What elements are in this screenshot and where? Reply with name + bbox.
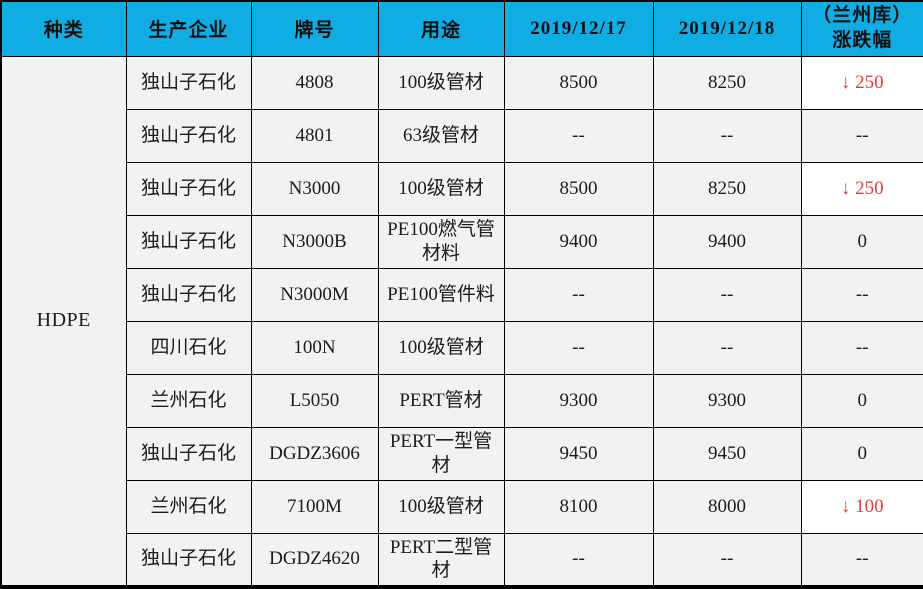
usage-cell: 100级管材 bbox=[377, 161, 505, 216]
price-12-18-cell: 9400 bbox=[652, 214, 802, 269]
usage-cell: 63级管材 bbox=[377, 108, 505, 163]
price-12-17-cell: 9400 bbox=[503, 214, 654, 269]
usage-cell: 100级管材 bbox=[377, 55, 505, 110]
usage-cell: 100级管材 bbox=[377, 479, 505, 534]
header-grade: 牌号 bbox=[250, 0, 379, 57]
change-cell: -- bbox=[800, 267, 923, 322]
header-usage: 用途 bbox=[377, 0, 505, 57]
grade-cell: 7100M bbox=[250, 479, 379, 534]
producer-cell: 兰州石化 bbox=[125, 373, 252, 428]
table-row: 兰州石化 L5050 PERT管材 9300 9300 0 bbox=[1, 373, 923, 428]
price-12-18-cell: 8250 bbox=[652, 161, 802, 216]
grade-cell: N3000 bbox=[250, 161, 379, 216]
price-12-18-cell: -- bbox=[652, 108, 802, 163]
price-12-18-cell: -- bbox=[652, 532, 802, 588]
producer-cell: 独山子石化 bbox=[125, 214, 252, 269]
header-change-line1: （兰州库） bbox=[812, 5, 913, 27]
usage-cell: PERT二型管材 bbox=[377, 532, 505, 588]
price-12-18-cell: 9450 bbox=[652, 426, 802, 481]
price-12-17-cell: -- bbox=[503, 532, 654, 588]
grade-cell: L5050 bbox=[250, 373, 379, 428]
price-12-17-cell: -- bbox=[503, 320, 654, 375]
usage-cell: PERT一型管材 bbox=[377, 426, 505, 481]
table-row: 独山子石化 N3000M PE100管件料 -- -- -- bbox=[1, 267, 923, 322]
table-row: 独山子石化 N3000B PE100燃气管材料 9400 9400 0 bbox=[1, 214, 923, 269]
price-12-17-cell: 9300 bbox=[503, 373, 654, 428]
producer-cell: 四川石化 bbox=[125, 320, 252, 375]
change-cell: ↓ 250 bbox=[800, 161, 923, 216]
producer-cell: 独山子石化 bbox=[125, 267, 252, 322]
header-change-line2: 涨跌幅 bbox=[832, 29, 893, 51]
header-row: 种类 生产企业 牌号 用途 2019/12/17 2019/12/18 （兰州库… bbox=[0, 0, 923, 57]
producer-cell: 独山子石化 bbox=[125, 426, 252, 481]
price-12-17-cell: 8500 bbox=[503, 161, 654, 216]
change-cell: 0 bbox=[800, 373, 923, 428]
price-12-18-cell: 9300 bbox=[652, 373, 802, 428]
producer-cell: 独山子石化 bbox=[125, 108, 252, 163]
producer-cell: 独山子石化 bbox=[125, 161, 252, 216]
header-date-2019-12-18: 2019/12/18 bbox=[652, 0, 802, 57]
change-cell: -- bbox=[800, 532, 923, 588]
header-change: （兰州库） 涨跌幅 bbox=[800, 0, 923, 57]
table-row: 独山子石化 DGDZ3606 PERT一型管材 9450 9450 0 bbox=[1, 426, 923, 481]
usage-cell: PE100燃气管材料 bbox=[377, 214, 505, 269]
producer-cell: 独山子石化 bbox=[125, 532, 252, 588]
table-row: 独山子石化 4801 63级管材 -- -- -- bbox=[1, 108, 923, 163]
change-cell: ↓ 100 bbox=[800, 479, 923, 534]
table-row: 四川石化 100N 100级管材 -- -- -- bbox=[1, 320, 923, 375]
producer-cell: 独山子石化 bbox=[125, 55, 252, 110]
price-12-18-cell: 8250 bbox=[652, 55, 802, 110]
usage-cell: 100级管材 bbox=[377, 320, 505, 375]
change-cell: 0 bbox=[800, 214, 923, 269]
grade-cell: 4801 bbox=[250, 108, 379, 163]
price-12-18-cell: -- bbox=[652, 320, 802, 375]
header-type: 种类 bbox=[0, 0, 127, 57]
usage-cell: PE100管件料 bbox=[377, 267, 505, 322]
grade-cell: N3000M bbox=[250, 267, 379, 322]
price-12-17-cell: -- bbox=[503, 267, 654, 322]
grade-cell: 4808 bbox=[250, 55, 379, 110]
change-cell: 0 bbox=[800, 426, 923, 481]
price-12-17-cell: 8500 bbox=[503, 55, 654, 110]
change-cell: ↓ 250 bbox=[800, 55, 923, 110]
price-12-18-cell: -- bbox=[652, 267, 802, 322]
change-cell: -- bbox=[800, 108, 923, 163]
header-date-2019-12-17: 2019/12/17 bbox=[503, 0, 654, 57]
category-cell: HDPE bbox=[0, 55, 127, 588]
table-row: HDPE 独山子石化 4808 100级管材 8500 8250 ↓ 250 bbox=[0, 55, 923, 588]
table-row: 兰州石化 7100M 100级管材 8100 8000 ↓ 100 bbox=[1, 479, 923, 534]
grade-cell: 100N bbox=[250, 320, 379, 375]
usage-cell: PERT管材 bbox=[377, 373, 505, 428]
producer-cell: 兰州石化 bbox=[125, 479, 252, 534]
price-12-17-cell: -- bbox=[503, 108, 654, 163]
price-12-17-cell: 9450 bbox=[503, 426, 654, 481]
grade-cell: N3000B bbox=[250, 214, 379, 269]
change-cell: -- bbox=[800, 320, 923, 375]
price-12-18-cell: 8000 bbox=[652, 479, 802, 534]
table-row: 独山子石化 N3000 100级管材 8500 8250 ↓ 250 bbox=[1, 161, 923, 216]
price-12-17-cell: 8100 bbox=[503, 479, 654, 534]
grade-cell: DGDZ3606 bbox=[250, 426, 379, 481]
header-producer: 生产企业 bbox=[125, 0, 252, 57]
table-row: 独山子石化 DGDZ4620 PERT二型管材 -- -- -- bbox=[1, 532, 923, 588]
grade-cell: DGDZ4620 bbox=[250, 532, 379, 588]
